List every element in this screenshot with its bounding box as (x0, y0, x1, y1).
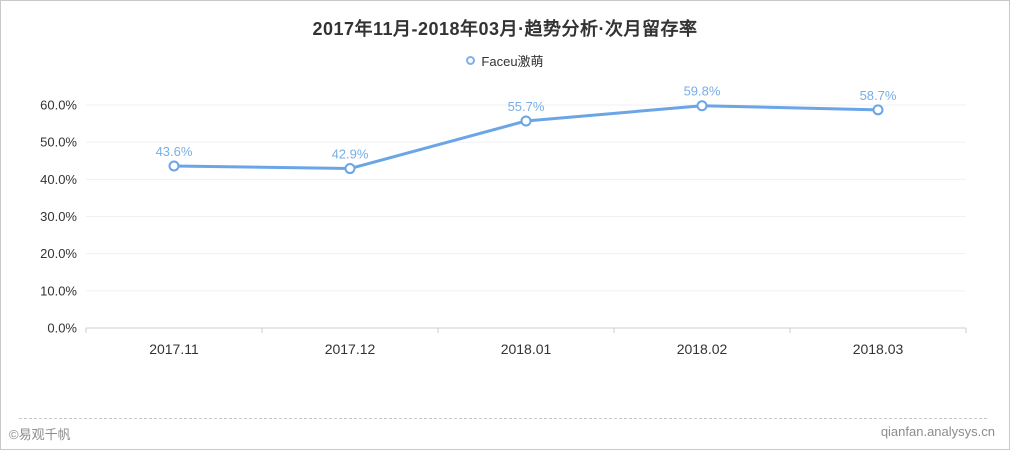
y-axis-label: 60.0% (40, 98, 77, 113)
legend: Faceu激萌 (1, 51, 1009, 70)
copyright-text: ©易观千帆 (9, 427, 71, 442)
chart-canvas: 60.0% 50.0% 40.0% 30.0% 20.0% 10.0% 0.0% 2017.1… (40, 84, 967, 357)
x-axis-label: 2017.12 (325, 341, 376, 357)
data-point-marker (520, 115, 532, 127)
series-line (172, 104, 880, 171)
data-point-label: 59.8% (684, 84, 721, 99)
y-axis-label: 40.0% (40, 172, 77, 187)
x-axis-label: 2018.02 (677, 341, 728, 357)
legend-label: Faceu激萌 (481, 54, 544, 69)
data-point-marker (696, 100, 708, 112)
x-axis-label: 2017.11 (149, 341, 199, 357)
data-point-marker (872, 104, 884, 116)
x-axis-label: 2018.01 (501, 341, 552, 357)
y-axis-label: 50.0% (40, 135, 77, 150)
data-point-label: 42.9% (332, 147, 369, 162)
x-axis-label: 2018.03 (853, 341, 904, 357)
chart-title: 2017年11月-2018年03月·趋势分析·次月留存率 (312, 19, 698, 39)
data-point-marker (344, 163, 356, 175)
y-axis-label: 10.0% (40, 283, 77, 298)
legend-circle-icon (466, 56, 476, 65)
legend-item-faceu[interactable]: Faceu激萌 (466, 51, 544, 70)
data-point-marker (168, 160, 180, 172)
data-point-label: 43.6% (156, 144, 193, 159)
data-point-label: 55.7% (508, 99, 545, 114)
y-axis-label: 30.0% (40, 209, 77, 224)
y-axis-label: 0.0% (47, 321, 77, 336)
site-link[interactable]: qianfan.analysys.cn (880, 424, 995, 439)
y-axis-label: 20.0% (40, 246, 77, 261)
data-point-label: 58.7% (860, 88, 897, 103)
footer-divider (19, 418, 987, 419)
